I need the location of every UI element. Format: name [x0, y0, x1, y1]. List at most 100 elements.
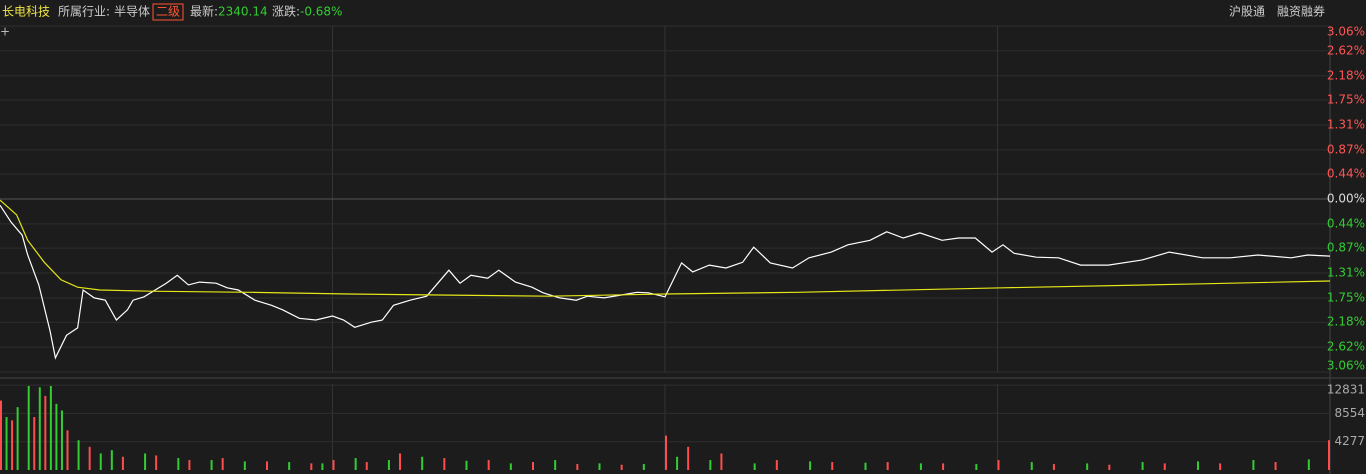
- volume-bar: [88, 446, 91, 470]
- volume-bar: [1108, 464, 1111, 470]
- volume-bar: [365, 462, 368, 470]
- volume-bar: [49, 385, 52, 470]
- volume-bar: [1052, 464, 1055, 470]
- y-tick-label: 2.62%: [1327, 43, 1365, 57]
- volume-bar: [60, 410, 63, 470]
- volume-bar: [709, 460, 712, 470]
- volume-bar: [66, 430, 69, 470]
- change-value: -0.68%: [300, 5, 342, 19]
- y-tick-label: 0.44%: [1327, 216, 1365, 230]
- volume-bar: [399, 453, 401, 470]
- y-tick-label: 3.06%: [1327, 25, 1365, 39]
- volume-bar: [387, 460, 390, 470]
- volume-bar: [1219, 463, 1222, 470]
- crosshair-icon[interactable]: +: [0, 25, 10, 39]
- y-tick-label: 2.18%: [1327, 68, 1365, 82]
- y-tick-label: 12831: [1327, 383, 1365, 397]
- volume-bar: [532, 462, 534, 470]
- y-tick-label: 0.00%: [1327, 192, 1365, 206]
- y-tick-label: 0.87%: [1327, 142, 1365, 156]
- volume-bar: [99, 453, 102, 470]
- volume-bar: [288, 462, 291, 470]
- industry[interactable]: 半导体: [114, 5, 150, 19]
- volume-bar: [421, 456, 424, 470]
- volume-bar: [0, 400, 2, 470]
- volume-bar: [221, 458, 224, 470]
- volume-bar: [1030, 462, 1033, 470]
- link-hsgt[interactable]: 沪股通: [1229, 5, 1265, 19]
- volume-bar: [576, 464, 579, 470]
- volume-bar: [942, 463, 945, 470]
- y-tick-label: 0.44%: [1327, 167, 1365, 181]
- volume-bar: [1328, 440, 1330, 470]
- volume-bar: [1274, 462, 1277, 470]
- volume-bar: [155, 455, 158, 470]
- y-tick-label: 4277: [1334, 434, 1365, 448]
- volume-bar: [975, 464, 978, 470]
- volume-bar: [210, 460, 213, 470]
- volume-bar: [831, 462, 834, 470]
- volume-bar: [188, 460, 191, 470]
- price-line: [0, 204, 1331, 360]
- volume-bar: [55, 403, 58, 470]
- volume-bar: [598, 463, 601, 470]
- latest-value: 2340.14: [218, 5, 268, 19]
- volume-bar: [38, 387, 41, 470]
- y-tick-label: 1.75%: [1327, 93, 1365, 107]
- industry-level[interactable]: 二级: [156, 5, 180, 19]
- volume-bar: [864, 462, 867, 470]
- volume-bar: [554, 460, 557, 470]
- y-tick-label: 8554: [1334, 406, 1365, 420]
- volume-bar: [354, 458, 357, 470]
- volume-bar: [1252, 460, 1255, 470]
- volume-bar: [177, 458, 180, 470]
- volume-bar: [332, 460, 335, 470]
- volume-bar: [110, 450, 113, 470]
- volume-bar: [310, 463, 313, 470]
- y-tick-label: 1.31%: [1327, 266, 1365, 280]
- volume-bar: [886, 462, 889, 470]
- volume-bar: [5, 417, 8, 470]
- volume-bar: [487, 460, 490, 470]
- volume-bar: [27, 385, 30, 470]
- y-tick-label: 1.31%: [1327, 117, 1365, 131]
- volume-bar: [919, 463, 922, 470]
- y-tick-label: 0.87%: [1327, 241, 1365, 255]
- y-tick-label: 1.75%: [1327, 290, 1365, 304]
- volume-bar: [997, 460, 1000, 470]
- y-tick-label: 3.06%: [1327, 359, 1365, 373]
- link-margin[interactable]: 融资融券: [1277, 4, 1325, 19]
- volume-bar: [144, 453, 147, 470]
- level-box: [152, 3, 184, 21]
- volume-bar: [266, 461, 268, 470]
- volume-bar: [1197, 461, 1199, 470]
- volume-bar: [642, 464, 645, 470]
- volume-bar: [465, 460, 468, 470]
- volume-bar: [33, 417, 36, 470]
- volume-bar: [775, 460, 778, 470]
- volume-bar: [321, 463, 324, 470]
- price-line: [0, 199, 1331, 297]
- latest-label: 最新:: [190, 4, 218, 19]
- y-tick-label: 2.62%: [1327, 340, 1365, 354]
- volume-bar: [243, 461, 246, 470]
- volume-bar: [687, 446, 690, 470]
- volume-bar: [809, 461, 812, 470]
- volume-bar: [44, 395, 47, 470]
- volume-bar: [753, 463, 756, 470]
- y-tick-label: 2.18%: [1327, 315, 1365, 329]
- industry-label: 所属行业:: [58, 5, 110, 19]
- volume-bar: [720, 453, 723, 470]
- volume-bar: [443, 458, 446, 470]
- volume-bar: [676, 456, 679, 470]
- stock-name: 长电科技: [2, 5, 50, 19]
- volume-bar: [665, 435, 667, 470]
- volume-bar: [16, 407, 19, 470]
- change-label: 涨跌:: [272, 4, 300, 19]
- volume-bar: [77, 440, 80, 470]
- volume-bar: [1163, 463, 1166, 470]
- volume-bar: [11, 420, 14, 470]
- volume-bar: [509, 463, 512, 470]
